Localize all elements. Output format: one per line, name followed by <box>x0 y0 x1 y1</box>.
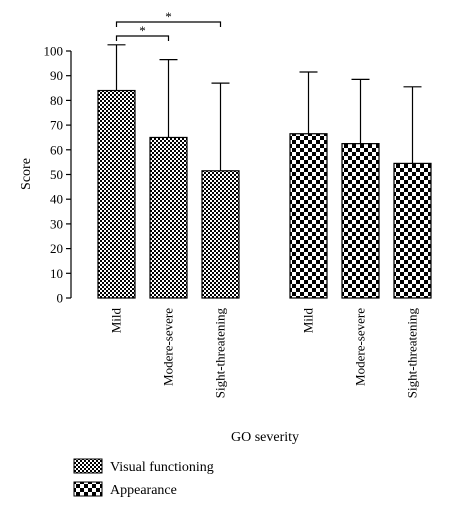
x-tick-labels: Mild Modere-severe Sight-threatening Mild Mo… <box>109 308 420 399</box>
bar-1-2 <box>393 162 432 299</box>
significance-star-1: * <box>165 9 172 24</box>
y-tick-label-40: 40 <box>50 192 63 207</box>
y-tick-label-90: 90 <box>50 68 63 83</box>
bar-1-0 <box>289 133 328 299</box>
x-tick-label-0-2: Sight-threatening <box>213 308 228 399</box>
y-tick-label-100: 100 <box>44 44 64 59</box>
y-axis-title: Score <box>19 158 34 190</box>
y-tick-label-20: 20 <box>50 241 63 256</box>
y-tick-label-60: 60 <box>50 142 63 157</box>
y-tick-label-80: 80 <box>50 93 63 108</box>
y-axis: 0 10 20 30 40 50 60 70 80 90 100 <box>44 44 72 306</box>
bar-0-1 <box>149 136 188 299</box>
x-tick-label-0-1: Modere-severe <box>161 308 176 386</box>
bars <box>97 89 432 299</box>
legend: Visual functioning Appearance <box>73 458 214 498</box>
significance-star-0: * <box>139 23 146 38</box>
significance-bracket-1 <box>115 21 222 27</box>
x-tick-label-1-2: Sight-threatening <box>405 308 420 399</box>
y-tick-label-10: 10 <box>50 266 63 281</box>
x-axis-title: GO severity <box>231 430 299 445</box>
y-tick-label-50: 50 <box>50 167 63 182</box>
error-bars <box>107 44 422 171</box>
x-tick-label-0-0: Mild <box>109 308 124 334</box>
x-tick-label-1-1: Modere-severe <box>353 308 368 386</box>
y-tick-label-70: 70 <box>50 118 63 133</box>
legend-label-0: Visual functioning <box>110 460 214 475</box>
y-tick-label-30: 30 <box>50 216 63 231</box>
bar-1-1 <box>341 143 380 299</box>
y-tick-label-0: 0 <box>57 291 64 306</box>
bar-0-0 <box>97 89 136 299</box>
legend-swatch-1 <box>73 481 103 497</box>
legend-label-1: Appearance <box>110 483 177 498</box>
legend-swatch-0 <box>73 458 103 474</box>
significance-brackets: ** <box>115 9 222 41</box>
x-tick-label-1-0: Mild <box>301 308 316 334</box>
significance-bracket-0 <box>115 35 170 41</box>
bar-0-2 <box>201 170 240 299</box>
